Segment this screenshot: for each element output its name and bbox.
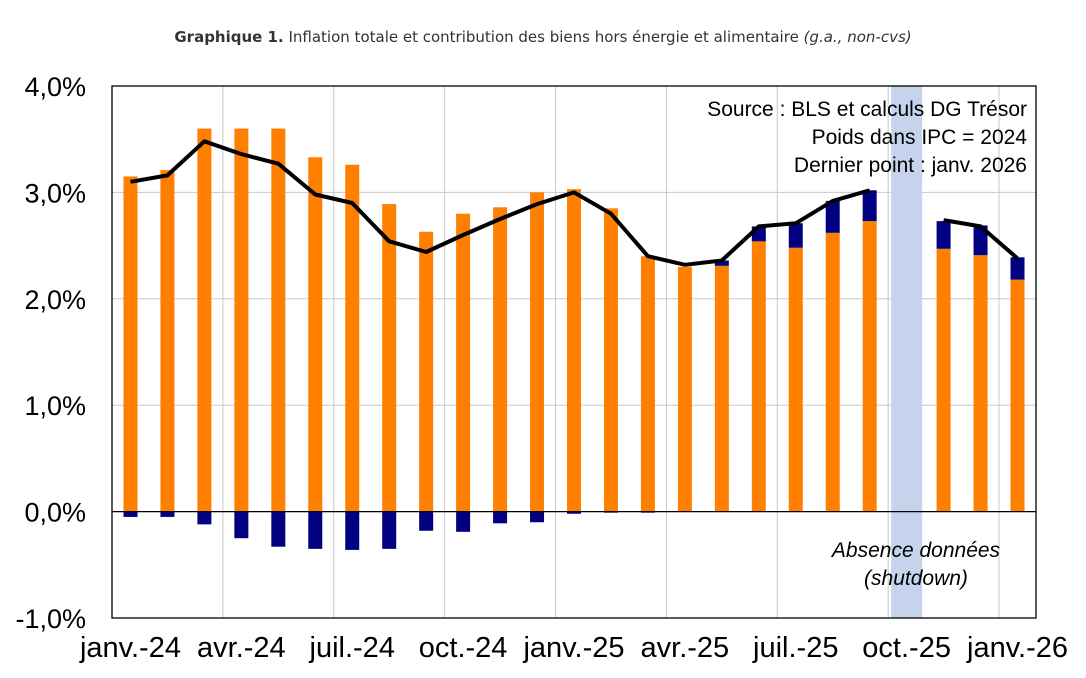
shutdown-label: Absence données (shutdown): [830, 539, 1001, 590]
bar-navy-6: [345, 511, 360, 550]
bar-orange-11: [530, 192, 545, 512]
chart-title-unit: (g.a., non-cvs): [803, 28, 912, 46]
y-tick-label: 3,0%: [24, 178, 86, 208]
bar-navy-2: [197, 511, 212, 525]
bar-navy-8: [419, 511, 434, 531]
plot-frame: [111, 85, 1037, 619]
shutdown-label-line: Absence données: [830, 539, 1001, 562]
bar-orange-1: [160, 170, 175, 512]
bar-navy-20: [862, 190, 877, 222]
bar-orange-23: [973, 255, 988, 512]
bar-orange-20: [862, 221, 877, 512]
source-note-line: Poids dans IPC = 2024: [812, 126, 1028, 149]
bar-navy-5: [308, 511, 323, 549]
bar-navy-12: [567, 511, 581, 514]
bar-orange-8: [419, 231, 434, 512]
bar-navy-7: [382, 511, 397, 549]
bar-orange-2: [197, 128, 212, 512]
y-tick-label: -1,0%: [15, 604, 86, 634]
bar-orange-17: [751, 241, 766, 512]
bar-orange-19: [825, 232, 840, 512]
y-tick-label: 4,0%: [24, 72, 86, 102]
x-axis-ticks: janv.-24 avr.-24 juil.-24 oct.-24 janv.-25 av…: [79, 632, 1068, 664]
source-note-line: Dernier point : janv. 2026: [794, 154, 1027, 177]
x-tick-label: janv.-25: [522, 632, 624, 664]
shutdown-label-line: (shutdown): [864, 567, 968, 590]
bar-navy-1: [160, 511, 175, 517]
total-inflation-line: [130, 139, 871, 267]
x-tick-label: janv.-26: [966, 632, 1068, 664]
bar-orange-22: [936, 248, 951, 512]
bar-orange-18: [788, 247, 803, 512]
y-tick-label: 2,0%: [24, 285, 86, 315]
bar-orange-6: [345, 164, 360, 512]
bar-orange-12: [567, 189, 581, 512]
bar-orange-24: [1010, 279, 1025, 512]
bar-navy-19: [825, 200, 840, 233]
bar-orange-13: [603, 208, 618, 512]
bar-orange-16: [714, 265, 729, 512]
total-inflation-line-segment: [943, 218, 1019, 260]
x-tick-label: avr.-25: [641, 632, 730, 664]
bar-orange-5: [308, 157, 323, 512]
bar-orange-3: [234, 128, 249, 512]
bar-navy-3: [234, 511, 249, 539]
x-tick-label: janv.-24: [79, 632, 181, 664]
y-tick-label: 0,0%: [24, 498, 86, 528]
shutdown-band: [891, 86, 923, 618]
bar-orange-4: [271, 128, 286, 512]
source-note-line: Source : BLS et calculs DG Trésor: [707, 98, 1027, 121]
x-tick-label: oct.-25: [862, 632, 951, 664]
bar-orange-10: [493, 207, 508, 512]
bar-navy-24: [1010, 257, 1025, 280]
bar-navy-0: [123, 511, 138, 517]
bar-navy-22: [936, 221, 951, 249]
bar-orange-14: [640, 256, 655, 512]
chart-title-main: Inflation totale et contribution des bie…: [288, 28, 799, 46]
x-tick-label: avr.-24: [197, 632, 286, 664]
chart-title: Graphique 1. Inflation totale et contrib…: [0, 28, 1086, 46]
y-axis-ticks: 4,0% 3,0% 2,0% 1,0% 0,0% -1,0%: [15, 72, 86, 634]
bar-orange-15: [677, 266, 692, 512]
bar-orange-9: [456, 213, 471, 512]
chart-title-bold: Graphique 1.: [174, 28, 284, 46]
source-notes: Source : BLS et calculs DG Trésor Poids d…: [707, 98, 1027, 177]
bar-navy-9: [456, 511, 471, 532]
bar-navy-10: [493, 511, 508, 524]
x-tick-label: juil.-24: [309, 632, 395, 664]
bar-navy-11: [530, 511, 545, 523]
bars: [123, 128, 1025, 550]
bar-orange-7: [382, 204, 397, 512]
x-tick-label: juil.-25: [752, 632, 838, 664]
bar-navy-23: [973, 225, 988, 256]
bar-navy-4: [271, 511, 286, 547]
bar-orange-0: [123, 176, 138, 512]
bar-navy-18: [788, 223, 803, 248]
bar-navy-16: [714, 260, 729, 266]
y-tick-label: 1,0%: [24, 391, 86, 421]
x-tick-label: oct.-24: [419, 632, 508, 664]
